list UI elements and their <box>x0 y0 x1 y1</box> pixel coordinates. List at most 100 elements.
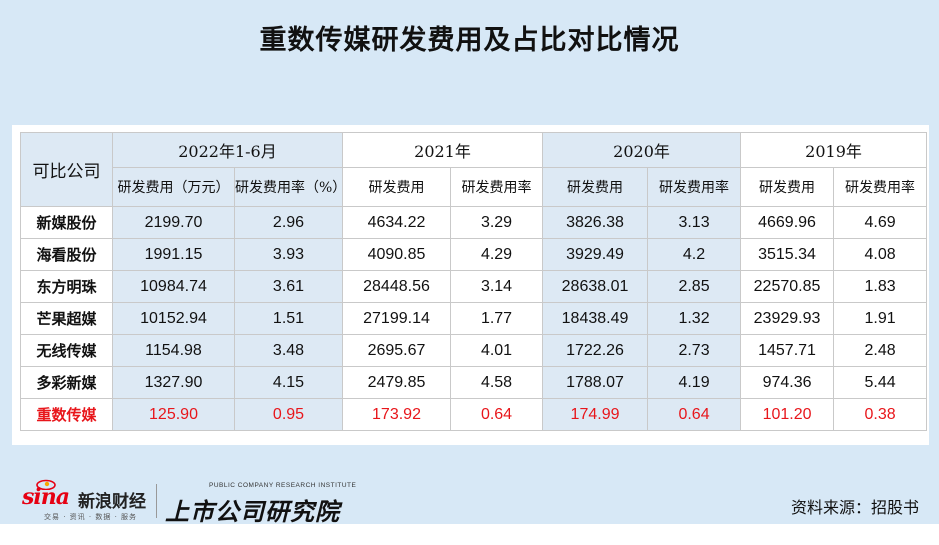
logo-divider <box>156 484 157 518</box>
period-header: 2019年 <box>740 132 928 168</box>
rd-ratio-cell: 4.69 <box>833 206 928 239</box>
rd-expense-cell: 28448.56 <box>342 270 451 303</box>
research-institute-logo: PUBLIC COMPANY RESEARCH INSTITUTE 上市公司研究… <box>165 482 365 526</box>
table-row: 无线传媒 1154.98 3.48 2695.67 4.01 1722.26 2.73 145… <box>20 334 928 367</box>
slide-background: 重数传媒研发费用及占比对比情况 可比公司 2022年1-6月 2021年 202… <box>0 0 939 524</box>
rd-expense-cell: 3929.49 <box>542 238 649 271</box>
rd-ratio-cell: 1.51 <box>234 302 343 335</box>
rd-expense-cell: 3826.38 <box>542 206 649 239</box>
rd-ratio-cell: 4.29 <box>449 238 544 271</box>
rd-ratio-cell: 3.93 <box>234 238 343 271</box>
rd-ratio-cell: 1.32 <box>647 302 742 335</box>
rd-expense-cell: 1154.98 <box>112 334 235 367</box>
metric-header: 研发费用 <box>740 167 835 207</box>
metric-header: 研发费用率 <box>449 167 544 207</box>
metric-header: 研发费用率 <box>647 167 742 207</box>
table-row: 芒果超媒 10152.94 1.51 27199.14 1.77 18438.49 1.32… <box>20 302 928 335</box>
rd-expense-cell: 1788.07 <box>542 366 649 399</box>
rd-ratio-cell: 2.73 <box>647 334 742 367</box>
table-body: 新媒股份 2199.70 2.96 4634.22 3.29 3826.38 3.13 466… <box>20 206 928 431</box>
rd-ratio-cell: 2.96 <box>234 206 343 239</box>
rd-expense-cell: 174.99 <box>542 398 649 431</box>
rd-ratio-cell: 1.83 <box>833 270 928 303</box>
table-row: 新媒股份 2199.70 2.96 4634.22 3.29 3826.38 3.13 466… <box>20 206 928 239</box>
rd-ratio-cell: 0.64 <box>449 398 544 431</box>
rd-ratio-cell: 0.64 <box>647 398 742 431</box>
table-panel: 可比公司 2022年1-6月 2021年 2020年 2019年 研发费用（万元… <box>12 125 929 445</box>
company-name-cell: 新媒股份 <box>20 206 113 239</box>
rd-expense-cell: 2695.67 <box>342 334 451 367</box>
period-header: 2021年 <box>341 132 544 168</box>
rd-ratio-cell: 4.2 <box>647 238 742 271</box>
period-header: 2020年 <box>542 132 742 168</box>
sina-tagline: 交易 · 资讯 · 数据 · 服务 <box>44 513 138 521</box>
company-name-cell: 芒果超媒 <box>20 302 113 335</box>
rd-ratio-cell: 4.15 <box>234 366 343 399</box>
header-row-periods: 可比公司 2022年1-6月 2021年 2020年 2019年 <box>20 132 928 207</box>
source-note: 资料来源：招股书 <box>790 498 919 517</box>
rd-expense-cell: 28638.01 <box>542 270 649 303</box>
institute-english-name: PUBLIC COMPANY RESEARCH INSTITUTE <box>209 482 357 489</box>
company-name-cell: 无线传媒 <box>20 334 113 367</box>
rd-ratio-cell: 3.61 <box>234 270 343 303</box>
rd-expense-cell: 2199.70 <box>112 206 235 239</box>
rd-ratio-cell: 4.58 <box>449 366 544 399</box>
table-row: 重数传媒 125.90 0.95 173.92 0.64 174.99 0.64 101.20… <box>20 398 928 431</box>
metric-header: 研发费用（万元） <box>112 167 235 207</box>
rd-expense-cell: 1457.71 <box>740 334 835 367</box>
rd-expense-cell: 4634.22 <box>342 206 451 239</box>
header-row-metrics: 研发费用（万元） 研发费用率（%） 研发费用 研发费用率 研发费用 研发费用率 … <box>21 167 928 207</box>
footer: sina 新浪财经 交易 · 资讯 · 数据 · 服务 PUBLIC COMPA… <box>0 478 939 526</box>
company-name-cell: 海看股份 <box>20 238 113 271</box>
company-column-header: 可比公司 <box>20 132 113 207</box>
rd-expense-cell: 2479.85 <box>342 366 451 399</box>
company-name-cell: 重数传媒 <box>20 398 113 431</box>
sina-wordmark: sina <box>22 484 70 510</box>
comparison-table: 可比公司 2022年1-6月 2021年 2020年 2019年 研发费用（万元… <box>20 132 928 431</box>
rd-expense-cell: 3515.34 <box>740 238 835 271</box>
rd-ratio-cell: 1.77 <box>449 302 544 335</box>
rd-expense-cell: 18438.49 <box>542 302 649 335</box>
rd-ratio-cell: 4.08 <box>833 238 928 271</box>
rd-ratio-cell: 1.91 <box>833 302 928 335</box>
rd-expense-cell: 173.92 <box>342 398 451 431</box>
rd-ratio-cell: 0.38 <box>833 398 928 431</box>
metric-header: 研发费用 <box>342 167 451 207</box>
metric-header: 研发费用率（%） <box>234 167 343 207</box>
table-row: 东方明珠 10984.74 3.61 28448.56 3.14 28638.01 2.85… <box>20 270 928 303</box>
institute-chinese-name: 上市公司研究院 <box>165 497 340 526</box>
rd-ratio-cell: 3.14 <box>449 270 544 303</box>
period-header: 2022年1-6月 <box>112 132 343 168</box>
rd-expense-cell: 23929.93 <box>740 302 835 335</box>
sina-finance-name: 新浪财经 <box>78 492 146 512</box>
rd-expense-cell: 974.36 <box>740 366 835 399</box>
rd-expense-cell: 1722.26 <box>542 334 649 367</box>
rd-ratio-cell: 4.01 <box>449 334 544 367</box>
table-row: 海看股份 1991.15 3.93 4090.85 4.29 3929.49 4.2 3515… <box>20 238 928 271</box>
rd-ratio-cell: 3.13 <box>647 206 742 239</box>
sina-eye-icon <box>36 479 56 490</box>
rd-expense-cell: 125.90 <box>112 398 235 431</box>
page-title: 重数传媒研发费用及占比对比情况 <box>259 25 680 56</box>
sina-finance-logo: sina 新浪财经 交易 · 资讯 · 数据 · 服务 <box>22 479 172 522</box>
company-name-cell: 东方明珠 <box>20 270 113 303</box>
rd-ratio-cell: 5.44 <box>833 366 928 399</box>
table-row: 多彩新媒 1327.90 4.15 2479.85 4.58 1788.07 4.19 974… <box>20 366 928 399</box>
rd-expense-cell: 1327.90 <box>112 366 235 399</box>
rd-expense-cell: 10984.74 <box>112 270 235 303</box>
metric-header: 研发费用率 <box>833 167 928 207</box>
rd-ratio-cell: 3.48 <box>234 334 343 367</box>
company-name-cell: 多彩新媒 <box>20 366 113 399</box>
rd-ratio-cell: 4.19 <box>647 366 742 399</box>
rd-expense-cell: 4090.85 <box>342 238 451 271</box>
rd-expense-cell: 27199.14 <box>342 302 451 335</box>
rd-ratio-cell: 2.48 <box>833 334 928 367</box>
rd-ratio-cell: 3.29 <box>449 206 544 239</box>
metric-header: 研发费用 <box>542 167 649 207</box>
rd-expense-cell: 1991.15 <box>112 238 235 271</box>
rd-expense-cell: 22570.85 <box>740 270 835 303</box>
rd-ratio-cell: 0.95 <box>234 398 343 431</box>
rd-ratio-cell: 2.85 <box>647 270 742 303</box>
rd-expense-cell: 4669.96 <box>740 206 835 239</box>
rd-expense-cell: 101.20 <box>740 398 835 431</box>
